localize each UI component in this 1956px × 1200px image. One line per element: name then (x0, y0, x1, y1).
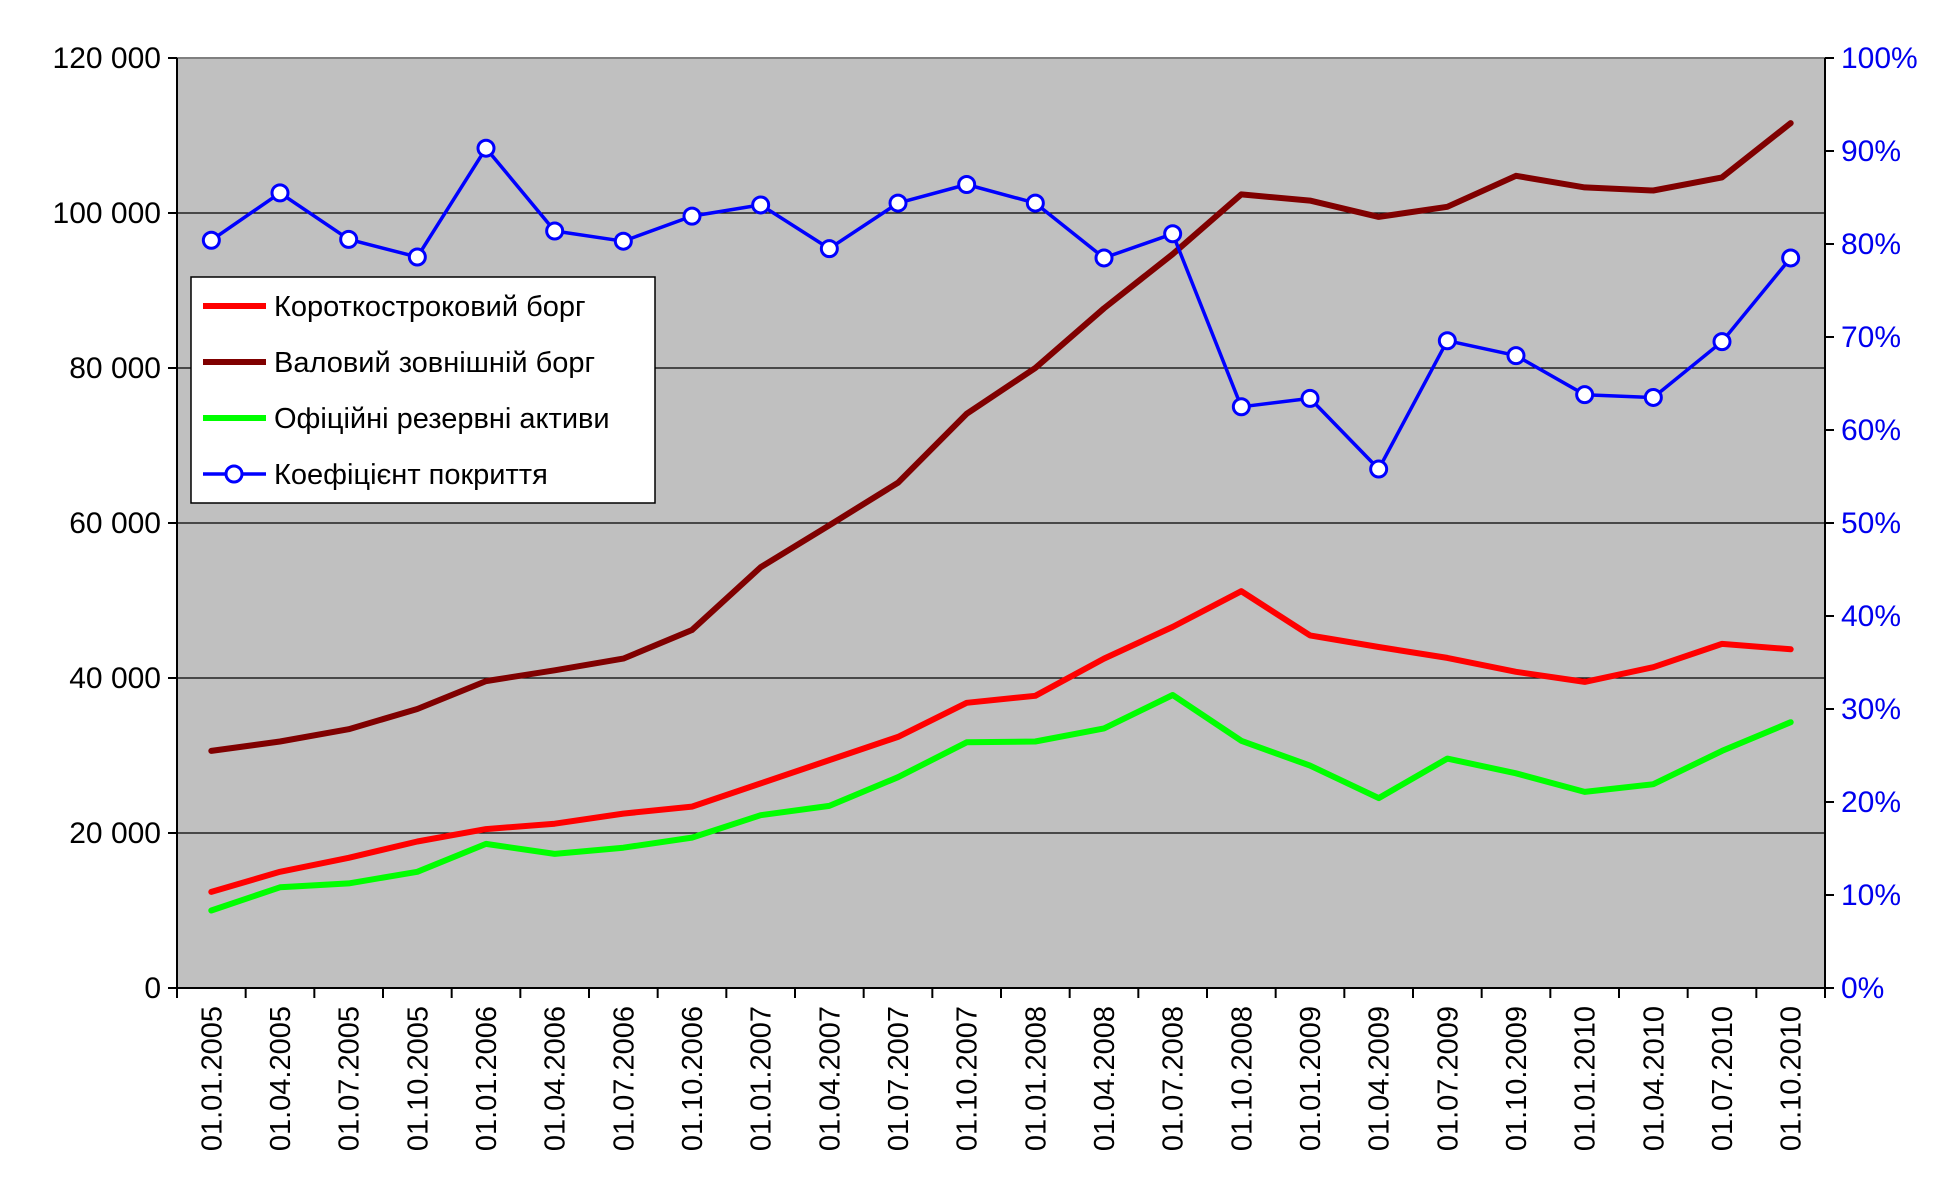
data-point (819, 239, 839, 259)
x-tick-label: 01.04.2010 (1638, 1006, 1670, 1151)
x-tick-label: 01.01.2007 (746, 1006, 778, 1151)
x-tick-label: 01.01.2005 (196, 1006, 228, 1151)
right-tick-label: 20% (1841, 786, 1901, 819)
data-point (1300, 388, 1320, 408)
x-tick-label: 01.01.2009 (1295, 1006, 1327, 1151)
data-point (957, 174, 977, 194)
data-point (270, 183, 290, 203)
x-tick-label: 01.10.2007 (952, 1006, 984, 1151)
left-tick-label: 40 000 (69, 662, 161, 695)
data-point (476, 138, 496, 158)
x-tick-label: 01.01.2006 (471, 1006, 503, 1151)
legend-box (190, 276, 656, 504)
data-point (1025, 193, 1045, 213)
data-point (751, 195, 771, 215)
right-tick-label: 30% (1841, 693, 1901, 726)
x-tick-label: 01.04.2006 (540, 1006, 572, 1151)
data-point (682, 206, 702, 226)
left-tick-label: 120 000 (53, 42, 161, 75)
x-tick-label: 01.07.2007 (883, 1006, 915, 1151)
data-point (1231, 397, 1251, 417)
right-tick-label: 80% (1841, 228, 1901, 261)
data-point (888, 193, 908, 213)
left-tick-label: 20 000 (69, 817, 161, 850)
series-line-1 (208, 120, 1794, 754)
x-tick-label: 01.01.2008 (1020, 1006, 1052, 1151)
x-tick-label: 01.07.2006 (608, 1006, 640, 1151)
right-tick-label: 40% (1841, 600, 1901, 633)
x-tick-label: 01.07.2008 (1158, 1006, 1190, 1151)
x-tick-label: 01.04.2005 (265, 1006, 297, 1151)
right-axis-ticks: 0% 10% 20% 30% 40% 50% 60% 70% 80% 90% 100% (1825, 42, 1918, 1005)
data-point (1643, 387, 1663, 407)
data-point (1369, 459, 1389, 479)
right-tick-label: 70% (1841, 321, 1901, 354)
data-point (339, 229, 359, 249)
x-tick-label: 01.04.2007 (814, 1006, 846, 1151)
legend-label: Коефіцієнт покриття (274, 459, 548, 491)
data-point (1163, 224, 1183, 244)
series-line-2 (208, 692, 1794, 914)
data-point (1575, 385, 1595, 405)
left-tick-label: 80 000 (69, 352, 161, 385)
legend-marker (224, 464, 244, 484)
left-tick-label: 0 (144, 972, 161, 1005)
series-layer (201, 120, 1801, 914)
series-line-3 (209, 146, 1793, 471)
right-tick-label: 100% (1841, 42, 1918, 75)
left-tick-label: 100 000 (53, 197, 161, 230)
data-point (1781, 248, 1801, 268)
x-tick-label: 01.10.2009 (1501, 1006, 1533, 1151)
right-tick-label: 90% (1841, 135, 1901, 168)
x-tick-label: 01.07.2005 (334, 1006, 366, 1151)
series-line-0 (208, 588, 1794, 895)
data-point (613, 231, 633, 251)
legend-label: Короткостроковий борг (274, 291, 586, 323)
x-tick-label: 01.07.2009 (1432, 1006, 1464, 1151)
right-tick-label: 50% (1841, 507, 1901, 540)
data-point (201, 230, 221, 250)
legend-items: Короткостроковий борг Валовий зовнішній б… (203, 291, 610, 491)
left-tick-label: 60 000 (69, 507, 161, 540)
legend: Короткостроковий борг Валовий зовнішній б… (190, 276, 656, 504)
right-tick-label: 10% (1841, 879, 1901, 912)
legend-label: Офіційні резервні активи (274, 403, 610, 435)
data-point (1506, 346, 1526, 366)
x-axis-ticks: 01.01.2005 01.04.2005 01.07.2005 01.10.2005… (176, 988, 1826, 1151)
left-axis-ticks: 0 20 000 40 000 60 000 80 000 100 000 120 000 (53, 42, 177, 1005)
legend-label: Валовий зовнішній борг (274, 347, 595, 379)
data-point (1094, 248, 1114, 268)
x-tick-label: 01.01.2010 (1570, 1006, 1602, 1151)
x-tick-label: 01.10.2010 (1776, 1006, 1808, 1151)
data-point (1712, 332, 1732, 352)
data-point (545, 221, 565, 241)
right-tick-label: 0% (1841, 972, 1884, 1005)
x-tick-label: 01.04.2009 (1364, 1006, 1396, 1151)
x-tick-label: 01.10.2006 (677, 1006, 709, 1151)
x-tick-label: 01.10.2005 (402, 1006, 434, 1151)
x-tick-label: 01.10.2008 (1226, 1006, 1258, 1151)
data-point (407, 247, 427, 267)
x-tick-label: 01.07.2010 (1707, 1006, 1739, 1151)
x-tick-label: 01.04.2008 (1089, 1006, 1121, 1151)
data-point (1437, 331, 1457, 351)
right-tick-label: 60% (1841, 414, 1901, 447)
